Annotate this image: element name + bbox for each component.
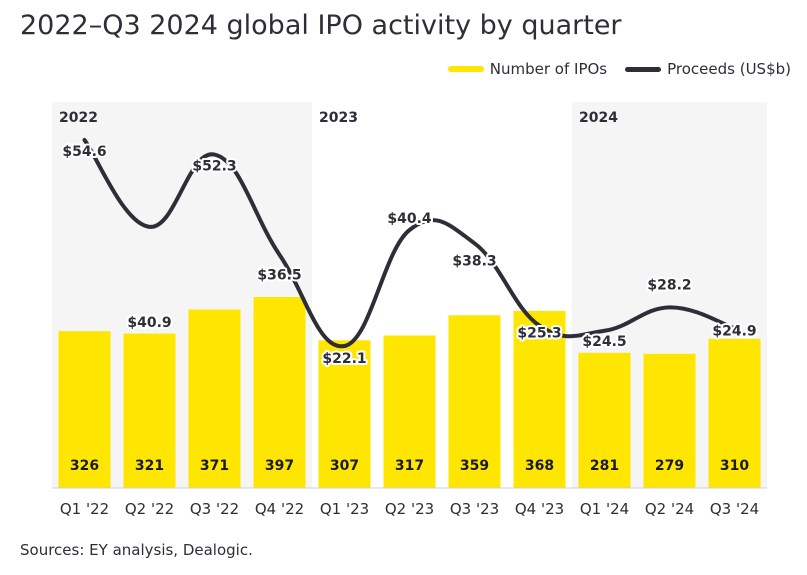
x-tick-label: Q4 '22: [255, 500, 304, 518]
proceeds-value-label: $24.9: [712, 323, 756, 339]
bar-value-label: 326: [70, 458, 99, 474]
bar: [578, 352, 631, 488]
proceeds-value-label: $40.9: [127, 315, 171, 331]
x-tick-label: Q2 '22: [125, 500, 174, 518]
legend-item-proceeds: Proceeds (US$b): [625, 60, 791, 78]
x-tick-label: Q3 '24: [710, 500, 759, 518]
proceeds-value-label: $28.2: [647, 277, 691, 293]
proceeds-value-label: $40.4: [387, 211, 432, 227]
legend: Number of IPOs Proceeds (US$b): [447, 60, 791, 78]
bar: [123, 333, 176, 488]
proceeds-value-label: $25.3: [517, 326, 561, 342]
bar: [448, 315, 501, 488]
bar: [318, 340, 371, 488]
x-tick-label: Q2 '24: [645, 500, 694, 518]
legend-swatch-line: [625, 66, 662, 72]
bar-value-label: 371: [200, 458, 229, 474]
source-note: Sources: EY analysis, Dealogic.: [20, 541, 253, 559]
bar-value-label: 310: [720, 458, 749, 474]
x-tick-label: Q2 '23: [385, 500, 434, 518]
bar-value-label: 317: [395, 458, 424, 474]
x-tick-label: Q4 '23: [515, 500, 564, 518]
x-tick-label: Q3 '23: [450, 500, 499, 518]
bar-value-label: 359: [460, 458, 489, 474]
x-tick-label: Q1 '23: [320, 500, 369, 518]
bar-value-label: 279: [655, 458, 684, 474]
x-tick-label: Q1 '22: [60, 500, 109, 518]
year-label-2023: 2023: [319, 110, 358, 126]
legend-label-proceeds: Proceeds (US$b): [667, 60, 791, 78]
proceeds-value-label: $38.3: [452, 253, 496, 269]
legend-item-ipos: Number of IPOs: [447, 60, 608, 78]
bar: [58, 331, 111, 488]
legend-swatch-bar: [447, 66, 484, 72]
proceeds-value-label: $54.6: [62, 144, 106, 160]
bar: [513, 310, 566, 488]
bar-value-label: 321: [135, 458, 164, 474]
proceeds-value-label: $52.3: [192, 159, 236, 175]
bar: [643, 353, 696, 488]
bar-value-label: 368: [525, 458, 554, 474]
x-tick-label: Q1 '24: [580, 500, 629, 518]
year-label-2022: 2022: [59, 110, 98, 126]
proceeds-value-label: $22.1: [322, 351, 366, 367]
bar-value-label: 281: [590, 458, 619, 474]
bar: [253, 297, 306, 488]
legend-label-ipos: Number of IPOs: [489, 60, 608, 78]
proceeds-line: [82, 138, 737, 349]
chart-title: 2022–Q3 2024 global IPO activity by quar…: [20, 10, 622, 41]
bar: [188, 309, 241, 488]
x-tick-label: Q3 '22: [190, 500, 239, 518]
year-label-2024: 2024: [579, 110, 618, 126]
bar-value-label: 307: [330, 458, 359, 474]
proceeds-value-label: $36.5: [257, 268, 301, 284]
bar-value-label: 397: [265, 458, 294, 474]
bar: [708, 338, 761, 488]
proceeds-value-label: $24.5: [582, 334, 626, 350]
bar: [383, 335, 436, 488]
